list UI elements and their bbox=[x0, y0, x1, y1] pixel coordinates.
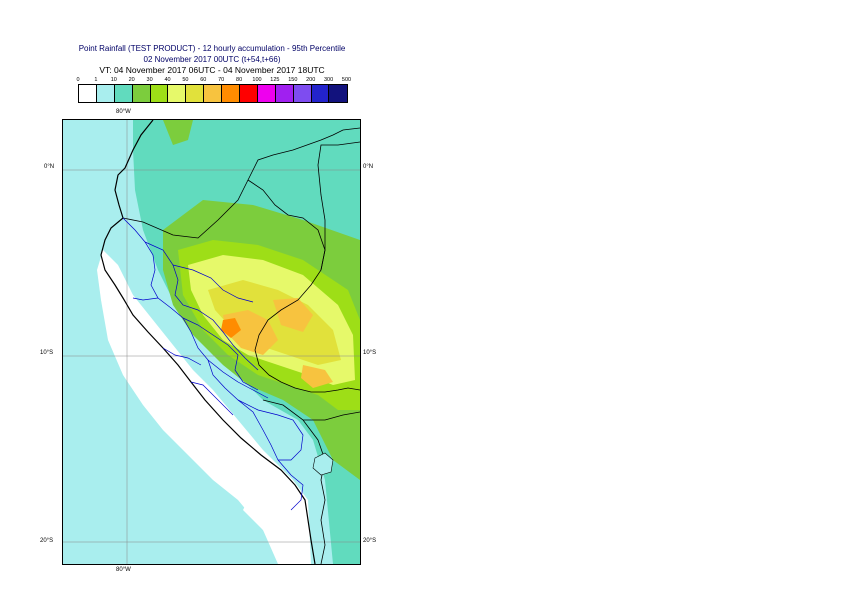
rainfall-map[interactable] bbox=[62, 119, 361, 565]
legend-tick-label: 100 bbox=[252, 77, 262, 83]
coastline bbox=[100, 120, 316, 564]
regional-border-10 bbox=[132, 297, 159, 301]
regional-border-6 bbox=[237, 399, 304, 461]
rain-north-area bbox=[163, 120, 193, 145]
lat-label-20S-right: 20°S bbox=[363, 538, 377, 544]
map-canvas bbox=[63, 120, 360, 564]
regional-border-5 bbox=[207, 359, 279, 461]
rain-60-70-area-east bbox=[273, 298, 313, 332]
border-colombia-brazil bbox=[317, 141, 360, 271]
legend-swatch bbox=[293, 85, 312, 102]
legend-tick-label: 150 bbox=[288, 77, 298, 83]
legend-tick-label: 1 bbox=[94, 77, 98, 83]
regional-border-7 bbox=[277, 459, 304, 511]
legend-tick-label: 70 bbox=[218, 77, 225, 83]
valid-time-label: VT: 04 November 2017 06UTC - 04 November… bbox=[99, 65, 325, 75]
regional-border-8 bbox=[162, 347, 202, 366]
legend-color-bar bbox=[78, 84, 349, 103]
legend-tick-label: 125 bbox=[270, 77, 280, 83]
lon-label-bottom: 80°W bbox=[116, 567, 131, 573]
legend-swatch bbox=[329, 85, 348, 102]
lon-label-top: 80°W bbox=[116, 109, 131, 115]
regional-border-9 bbox=[190, 381, 234, 416]
rainfall-legend: 0 1 10 20 30 40 50 60 70 80 100 125 150 200 300 500 bbox=[76, 77, 352, 103]
legend-swatch bbox=[204, 85, 223, 102]
rain-60-70-area bbox=[223, 310, 278, 355]
legend-swatch bbox=[240, 85, 258, 102]
rain-70-80-area bbox=[221, 318, 241, 338]
lat-label-10S-right: 10°S bbox=[363, 350, 377, 356]
legend-swatch bbox=[311, 85, 330, 102]
lat-label-0N-left: 0°N bbox=[44, 164, 55, 170]
regional-border-2 bbox=[144, 241, 259, 371]
legend-tick-label: 30 bbox=[146, 77, 153, 83]
rain-50-60-area bbox=[208, 280, 341, 365]
legend-tick-label: 0 bbox=[76, 77, 80, 83]
legend-swatch bbox=[275, 85, 294, 102]
legend-tick-label: 300 bbox=[324, 77, 334, 83]
legend-swatch bbox=[79, 85, 97, 102]
legend-tick-label: 50 bbox=[182, 77, 189, 83]
run-time-label: 02 November 2017 00UTC (t+54,t+66) bbox=[143, 55, 281, 64]
lake-titicaca bbox=[312, 452, 334, 476]
regional-border-3 bbox=[172, 264, 254, 303]
legend-tick-label: 500 bbox=[341, 77, 352, 83]
legend-tick-label: 10 bbox=[110, 77, 117, 83]
border-bolivia bbox=[302, 419, 326, 564]
legend-swatch bbox=[132, 85, 151, 102]
border-peru-bolivia bbox=[262, 399, 360, 421]
lat-label-20S-left: 20°S bbox=[40, 538, 54, 544]
lat-label-10S-left: 10°S bbox=[40, 350, 54, 356]
legend-swatch bbox=[257, 85, 276, 102]
legend-swatch bbox=[186, 85, 205, 102]
legend-tick-label: 40 bbox=[164, 77, 171, 83]
legend-swatch bbox=[114, 85, 133, 102]
legend-tick-label: 20 bbox=[128, 77, 135, 83]
northern-border bbox=[122, 127, 360, 239]
rain-60-70-area-south bbox=[301, 365, 333, 388]
map-title: Point Rainfall (TEST PRODUCT) - 12 hourl… bbox=[78, 44, 346, 53]
legend-tick-label: 60 bbox=[200, 77, 207, 83]
eastern-border bbox=[247, 179, 360, 393]
lat-label-0N-right: 0°N bbox=[363, 164, 374, 170]
legend-swatch bbox=[222, 85, 241, 102]
regional-border-1 bbox=[122, 217, 269, 399]
dry-area-south bbox=[243, 480, 303, 540]
legend-tick-label: 80 bbox=[236, 77, 243, 83]
regional-border-4 bbox=[182, 317, 259, 391]
legend-swatch bbox=[150, 85, 169, 102]
legend-swatch bbox=[168, 85, 187, 102]
legend-swatch bbox=[96, 85, 115, 102]
legend-tick-label: 200 bbox=[306, 77, 316, 83]
